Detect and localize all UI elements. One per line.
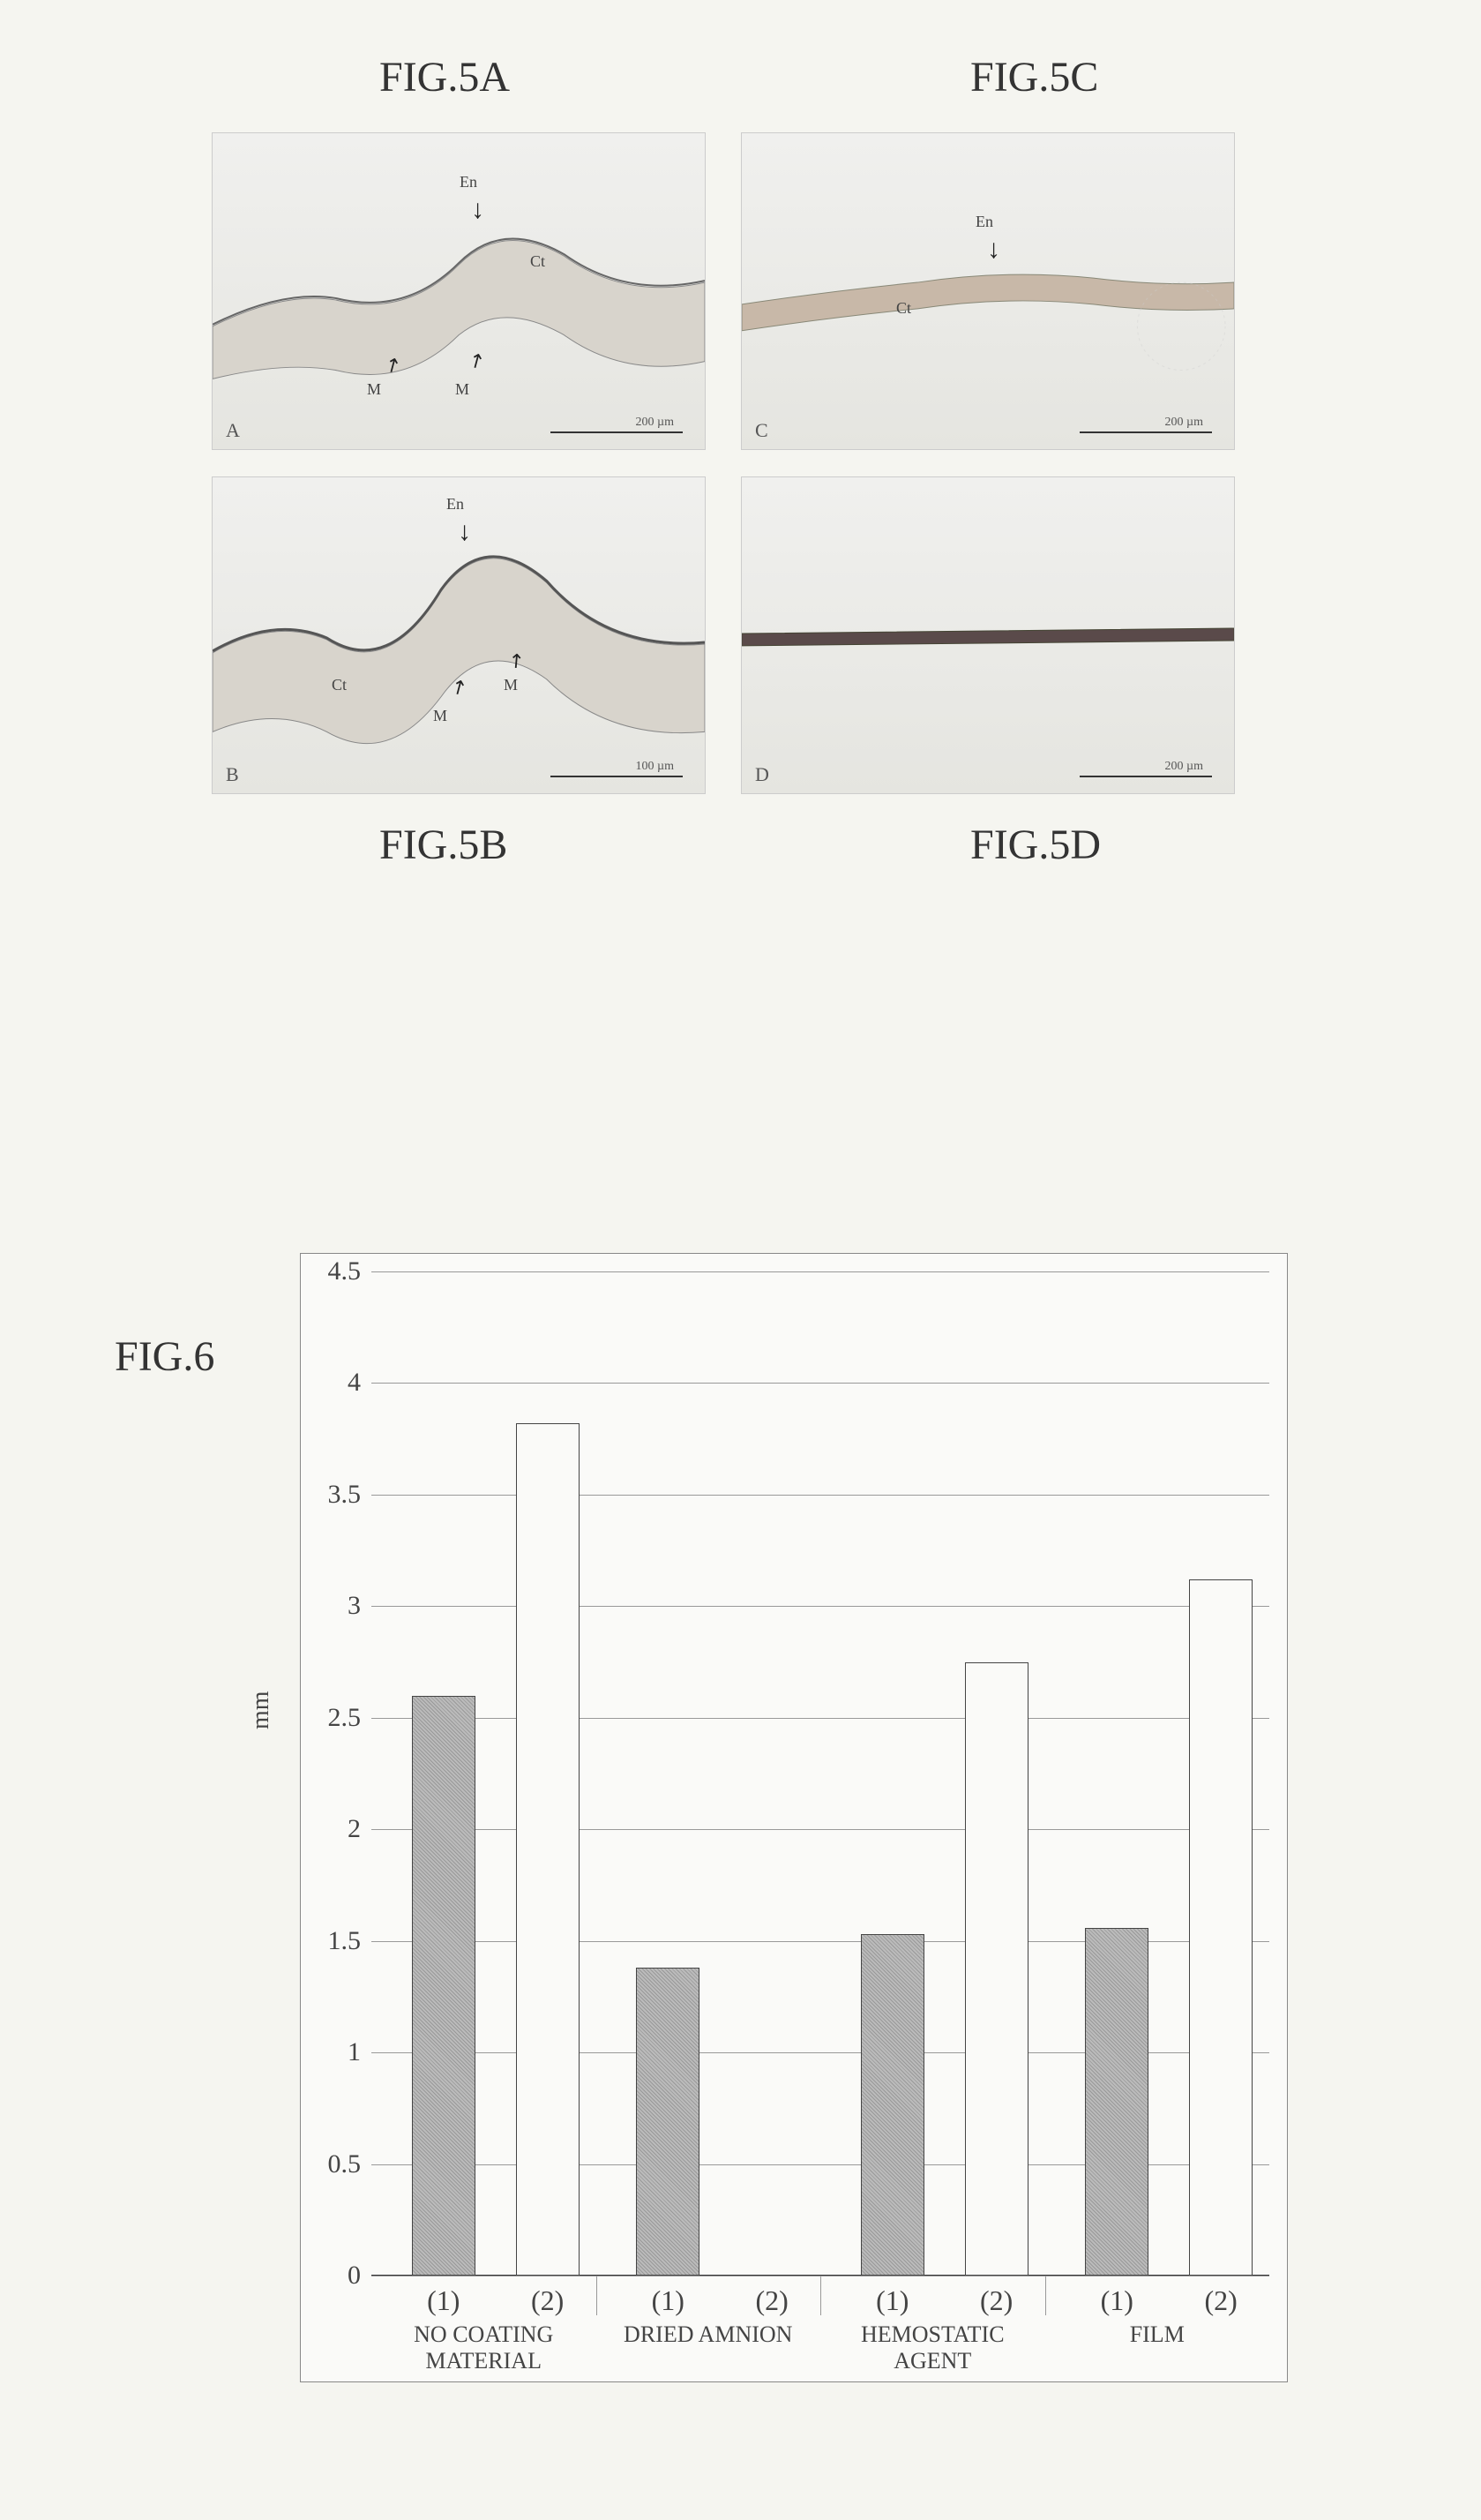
chart-group-label: HEMOSTATIC AGENT xyxy=(827,2321,1038,2374)
scale-bar-a xyxy=(550,431,683,433)
scale-bar-c xyxy=(1080,431,1212,433)
chart-bar xyxy=(861,1934,924,2276)
fig5a-label: FIG.5A xyxy=(379,53,510,101)
tissue-line-d-svg xyxy=(742,477,1234,793)
chart-bar xyxy=(1189,1579,1253,2276)
annotation-m1-b: M xyxy=(433,707,447,725)
chart-bar xyxy=(412,1696,475,2276)
annotation-ct-b: Ct xyxy=(332,676,347,694)
scale-text-c: 200 µm xyxy=(1165,416,1203,430)
chart-xtick-label: (1) xyxy=(641,2284,694,2317)
micrograph-image-a: En ↓ Ct M ↗ M ↗ xyxy=(213,133,705,449)
chart-ytick-label: 1 xyxy=(348,2037,361,2067)
arrow-en-a: ↓ xyxy=(471,195,484,225)
chart-ylabel: mm xyxy=(247,1691,275,1729)
micrograph-image-b: En ↓ Ct M ↗ M ↗ xyxy=(213,477,705,793)
chart-bar xyxy=(1085,1928,1148,2276)
chart-gridline xyxy=(371,1606,1269,1607)
scale-text-d: 200 µm xyxy=(1165,760,1203,774)
scale-bar-b xyxy=(550,776,683,777)
chart-ytick-label: 3.5 xyxy=(328,1480,362,1510)
chart-plot-area: 00.511.522.533.544.5(1)(2)NO COATING MAT… xyxy=(371,1271,1269,2276)
micrograph-image-d xyxy=(742,477,1234,793)
scale-text-a: 200 µm xyxy=(636,416,674,430)
annotation-en-a: En xyxy=(460,173,477,191)
chart-xtick-label: (2) xyxy=(521,2284,574,2317)
annotation-m2-a: M xyxy=(455,380,469,399)
micrograph-image-c: En ↓ Ct xyxy=(742,133,1234,449)
tissue-wave-c-svg xyxy=(742,133,1234,449)
chart-xtick-label: (2) xyxy=(970,2284,1023,2317)
scale-bar-d xyxy=(1080,776,1212,777)
chart-xtick-label: (1) xyxy=(1090,2284,1143,2317)
chart-ytick-label: 1.5 xyxy=(328,1926,362,1956)
panel-letter-b: B xyxy=(226,763,239,786)
chart-ytick-label: 2 xyxy=(348,1814,361,1844)
bar-chart: 0 0.5 1 1.5 2 2.5 3 3.5 4 4.5 (1) (2) NO COATING MAT… xyxy=(300,1253,1288,2382)
chart-group-separator xyxy=(820,2276,821,2315)
chart-ytick-label: 0.5 xyxy=(328,2149,362,2179)
chart-group-separator xyxy=(1045,2276,1046,2315)
annotation-m2-b: M xyxy=(504,676,518,694)
chart-group-label: NO COATING MATERIAL xyxy=(378,2321,589,2374)
chart-group-separator xyxy=(596,2276,597,2315)
annotation-en-c: En xyxy=(976,213,993,231)
scale-text-b: 100 µm xyxy=(636,760,674,774)
micrograph-panel-c: En ↓ Ct C 200 µm xyxy=(741,132,1235,450)
chart-bar xyxy=(636,1968,699,2276)
arrow-en-b: ↓ xyxy=(458,517,471,547)
chart-gridline xyxy=(371,1495,1269,1496)
panel-letter-c: C xyxy=(755,419,768,442)
chart-ytick-label: 0 xyxy=(348,2261,361,2291)
chart-xtick-label: (1) xyxy=(866,2284,919,2317)
fig6-label: FIG.6 xyxy=(115,1332,214,1381)
panel-letter-a: A xyxy=(226,419,240,442)
annotation-en-b: En xyxy=(446,495,464,514)
fig5c-label: FIG.5C xyxy=(970,53,1098,101)
chart-ytick-label: 3 xyxy=(348,1591,361,1621)
chart-gridline xyxy=(371,1829,1269,1830)
annotation-ct-a: Ct xyxy=(530,252,545,271)
micrograph-panel-d: D 200 µm xyxy=(741,476,1235,794)
panel-letter-d: D xyxy=(755,763,769,786)
chart-xtick-label: (2) xyxy=(1194,2284,1247,2317)
chart-xtick-label: (1) xyxy=(417,2284,470,2317)
chart-gridline xyxy=(371,1718,1269,1719)
fig5d-label: FIG.5D xyxy=(970,821,1101,869)
tissue-wave-a-svg xyxy=(213,133,705,449)
chart-ytick-label: 4.5 xyxy=(328,1256,362,1286)
chart-bar xyxy=(516,1423,580,2276)
arrow-en-c: ↓ xyxy=(987,235,1000,265)
annotation-m1-a: M xyxy=(367,380,381,399)
chart-ytick-label: 4 xyxy=(348,1368,361,1398)
chart-group-label: FILM xyxy=(1051,2321,1263,2348)
chart-gridline xyxy=(371,1383,1269,1384)
chart-group-label: DRIED AMNION xyxy=(602,2321,814,2348)
micrograph-panel-b: En ↓ Ct M ↗ M ↗ B 100 µm xyxy=(212,476,706,794)
annotation-ct-c: Ct xyxy=(896,299,911,318)
chart-gridline xyxy=(371,1271,1269,1272)
fig5b-label: FIG.5B xyxy=(379,821,507,869)
chart-bar xyxy=(965,1662,1028,2276)
chart-ytick-label: 2.5 xyxy=(328,1703,362,1733)
chart-xtick-label: (2) xyxy=(745,2284,798,2317)
micrograph-panel-a: En ↓ Ct M ↗ M ↗ A 200 µm xyxy=(212,132,706,450)
